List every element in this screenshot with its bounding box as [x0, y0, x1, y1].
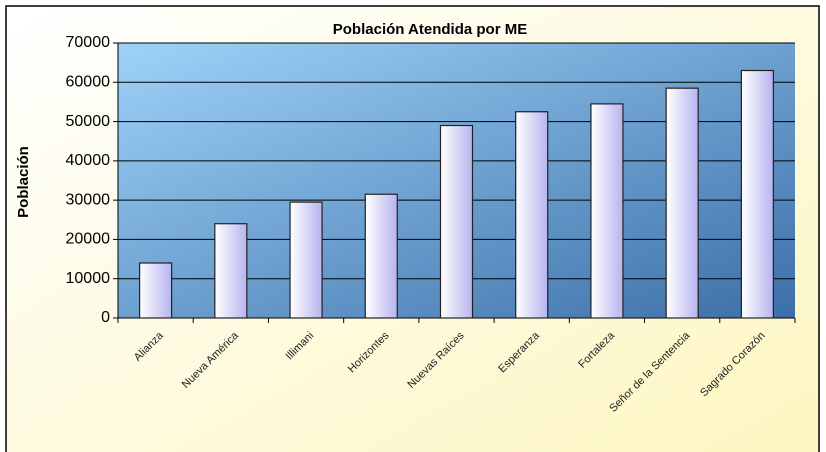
y-axis-label: Población	[15, 146, 32, 218]
y-tick-label: 20000	[66, 231, 111, 248]
bar	[289, 201, 323, 319]
bar	[139, 262, 173, 319]
y-tick-label: 60000	[66, 74, 111, 91]
y-tick-label: 30000	[66, 191, 111, 208]
bar	[515, 111, 549, 319]
y-tick-label: 0	[101, 309, 110, 326]
y-tick-label: 40000	[66, 152, 111, 169]
y-tick-label: 10000	[66, 270, 111, 287]
bar	[439, 124, 474, 319]
y-tick-label: 50000	[66, 113, 111, 130]
bar	[590, 103, 624, 319]
bar	[665, 87, 699, 319]
bar	[740, 69, 774, 319]
bar	[364, 193, 398, 319]
chart-title: Población Atendida por ME	[333, 21, 527, 38]
bar	[214, 223, 248, 319]
y-tick-label: 70000	[66, 34, 111, 51]
